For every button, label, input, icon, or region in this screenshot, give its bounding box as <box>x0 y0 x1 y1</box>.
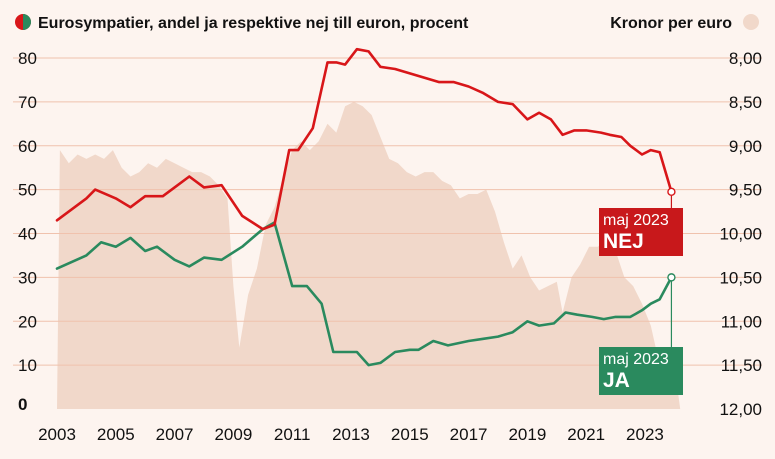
ja-series-line <box>55 221 673 367</box>
y2-tick-label: 8,00 <box>729 49 762 68</box>
chart-title: Eurosympatier, andel ja respektive nej t… <box>38 15 469 32</box>
y2-tick-label: 10,50 <box>719 268 762 287</box>
x-tick-label: 2005 <box>97 425 135 444</box>
series-lines <box>55 47 673 367</box>
ja-label-date: maj 2023 <box>603 351 669 368</box>
right-axis-legend-icon <box>743 14 759 30</box>
ja-annotation: maj 2023 JA <box>599 281 683 395</box>
nej-series-line <box>55 47 673 231</box>
y-tick-label: 30 <box>18 268 37 287</box>
x-tick-label: 2017 <box>450 425 488 444</box>
ja-label-name: JA <box>603 369 630 392</box>
nej-label-date: maj 2023 <box>603 212 669 229</box>
right-axis-title: Kronor per euro <box>610 15 732 32</box>
x-tick-label: 2023 <box>626 425 664 444</box>
x-tick-label: 2013 <box>332 425 370 444</box>
end-markers <box>667 187 676 282</box>
x-tick-label: 2003 <box>38 425 76 444</box>
nej-end-marker <box>667 187 676 197</box>
header-left: Eurosympatier, andel ja respektive nej t… <box>15 14 469 32</box>
x-tick-label: 2015 <box>391 425 429 444</box>
y2-tick-label: 12,00 <box>719 400 762 419</box>
x-tick-label: 2021 <box>567 425 605 444</box>
nej-label-name: NEJ <box>603 230 644 253</box>
y2-tick-label: 9,00 <box>729 137 762 156</box>
x-tick-label: 2019 <box>508 425 546 444</box>
ja-end-marker <box>667 273 676 282</box>
gridlines <box>13 57 762 366</box>
x-tick-label: 2009 <box>214 425 252 444</box>
y-tick-label: 50 <box>18 181 37 200</box>
y2-tick-label: 9,50 <box>729 181 762 200</box>
y2-tick-label: 11,50 <box>721 356 762 375</box>
header-right: Kronor per euro <box>610 14 759 32</box>
y-tick-label: 0 <box>18 395 27 414</box>
x-axis-ticks: 2003 2005 2007 2009 2011 2013 2015 2017 2019 2021… <box>38 425 664 444</box>
nej-label-box <box>599 208 683 256</box>
y2-tick-label: 11,00 <box>721 312 762 331</box>
nej-annotation: maj 2023 NEJ <box>599 195 683 256</box>
y-tick-label: 20 <box>18 312 37 331</box>
kronor-per-euro-area-layer <box>57 101 681 410</box>
y-tick-label: 60 <box>18 137 37 156</box>
kronor-per-euro-area <box>57 101 681 410</box>
y-tick-label: 10 <box>18 356 37 375</box>
ja-label-box <box>599 347 683 395</box>
y-tick-label: 80 <box>18 49 37 68</box>
x-tick-label: 2011 <box>274 425 311 444</box>
left-axis-ticks: 0 10 20 30 40 50 60 70 80 <box>18 49 37 414</box>
y-tick-label: 40 <box>18 225 37 244</box>
legend-ja-half-icon <box>23 14 31 30</box>
x-tick-label: 2007 <box>156 425 194 444</box>
y2-tick-label: 10,00 <box>719 225 762 244</box>
y2-tick-label: 8,50 <box>729 93 762 112</box>
right-axis-ticks: 8,00 8,50 9,00 9,50 10,00 10,50 11,00 11,50 12,0… <box>719 49 762 419</box>
y-tick-label: 70 <box>18 93 37 112</box>
